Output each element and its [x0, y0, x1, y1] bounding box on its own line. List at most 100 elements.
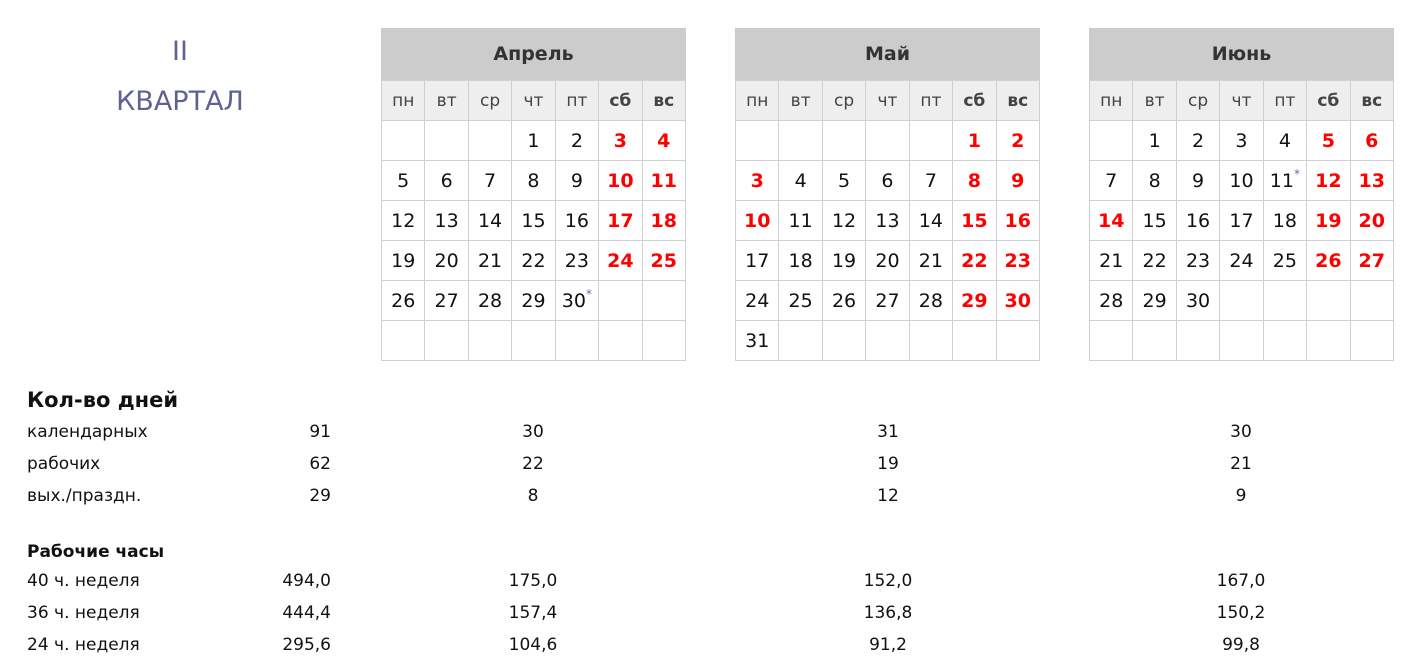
day-cell: 25 [778, 280, 823, 321]
day-cell: 5 [380, 160, 426, 201]
day-number: 17 [745, 249, 770, 272]
day-number: 6 [881, 169, 894, 192]
day-number: 1 [967, 129, 981, 152]
day-cell: 14 [1088, 200, 1134, 241]
day-cell: 20 [424, 240, 469, 281]
day-cell: 27 [1349, 240, 1395, 281]
day-cell: 9 [554, 160, 600, 201]
day-cell [1262, 320, 1308, 361]
day-number: 21 [1099, 249, 1124, 272]
day-cell [1306, 320, 1351, 361]
day-number: 17 [1229, 209, 1254, 232]
day-number: 23 [1185, 249, 1211, 272]
shortened-day-marker: * [1293, 166, 1300, 181]
month-calendar: Май пн вт ср чт пт сб вс 1 2 3 4 5 6 7 8 9 10 11 12 13 14 15 16… [734, 28, 1041, 361]
day-cell [641, 320, 687, 361]
quarter-value: 494,0 [282, 571, 331, 591]
day-cell: 28 [1088, 280, 1134, 321]
day-number: 6 [1365, 129, 1379, 152]
day-cell [380, 120, 426, 161]
day-cell [424, 120, 469, 161]
day-number: 5 [838, 169, 851, 192]
day-cell: 29 [1132, 280, 1177, 321]
day-cell: 22 [511, 240, 556, 281]
day-cell: 9 [995, 160, 1041, 201]
day-number: 31 [745, 329, 770, 352]
month-name: Май [735, 28, 1040, 80]
day-number: 30 [561, 289, 586, 312]
month-value: 152,0 [863, 571, 913, 591]
day-number: 29 [521, 289, 546, 312]
day-number: 29 [961, 289, 988, 312]
day-number: 10 [607, 169, 634, 192]
day-cell: 3 [734, 160, 780, 201]
month-value: 31 [877, 422, 899, 442]
weekday-header: чт [1219, 80, 1264, 121]
day-number: 8 [527, 169, 540, 192]
day-number: 24 [1229, 249, 1254, 272]
day-cell: 18 [641, 200, 687, 241]
day-number: 20 [434, 249, 459, 272]
day-number: 24 [607, 249, 634, 272]
month-value: 22 [522, 454, 544, 474]
day-cell [641, 280, 687, 321]
day-cell [865, 320, 910, 361]
day-number: 25 [788, 289, 813, 312]
day-number: 3 [613, 129, 627, 152]
month-value: 8 [527, 486, 539, 506]
week-row: 28 29 30 [1088, 280, 1395, 321]
day-number: 2 [570, 129, 583, 152]
day-cell: 25 [641, 240, 687, 281]
day-cell: 15 [511, 200, 556, 241]
day-number: 28 [918, 289, 943, 312]
day-number: 24 [745, 289, 770, 312]
day-number: 22 [961, 249, 988, 272]
weekday-header: пн [1088, 80, 1134, 121]
day-number: 7 [484, 169, 497, 192]
day-cell: 15 [952, 200, 997, 241]
day-number: 30 [1185, 289, 1211, 312]
day-cell: 26 [380, 280, 426, 321]
weekday-header: вс [1349, 80, 1395, 121]
day-number: 26 [391, 289, 416, 312]
day-cell [1219, 320, 1264, 361]
day-cell: 24 [734, 280, 780, 321]
days-section-title: Кол-во дней [27, 388, 179, 412]
day-cell: 26 [1306, 240, 1351, 281]
day-number: 13 [434, 209, 459, 232]
day-number: 3 [1235, 129, 1248, 152]
week-row: 12 13 14 15 16 17 18 [380, 200, 687, 241]
day-cell: 8 [1132, 160, 1177, 201]
day-cell: 7 [908, 160, 954, 201]
day-number: 12 [1315, 169, 1342, 192]
day-number: 21 [477, 249, 503, 272]
day-number: 30 [1004, 289, 1031, 312]
day-cell: 1 [511, 120, 556, 161]
day-cell: 6 [1349, 120, 1395, 161]
day-cell: 20 [865, 240, 910, 281]
week-row: 14 15 16 17 18 19 20 [1088, 200, 1395, 241]
day-number: 19 [831, 249, 857, 272]
day-cell: 2 [554, 120, 600, 161]
row-label: вых./праздн. [27, 486, 142, 506]
day-number: 18 [788, 249, 813, 272]
day-number: 27 [875, 289, 900, 312]
day-number: 11 [1269, 169, 1294, 192]
day-cell: 4 [778, 160, 823, 201]
day-cell: 31 [734, 320, 780, 361]
week-row: 19 20 21 22 23 24 25 [380, 240, 687, 281]
day-cell: 18 [778, 240, 823, 281]
day-number: 14 [477, 209, 503, 232]
day-cell: 10 [1219, 160, 1264, 201]
weekday-header: чт [511, 80, 556, 121]
day-cell: 17 [598, 200, 643, 241]
day-cell [380, 320, 426, 361]
day-number: 23 [564, 249, 589, 272]
day-cell: 11* [1262, 160, 1308, 201]
day-cell: 22 [952, 240, 997, 281]
day-number: 10 [1229, 169, 1254, 192]
day-number: 6 [440, 169, 453, 192]
day-number: 16 [1185, 209, 1211, 232]
quarter-number: II [172, 36, 188, 67]
day-cell [467, 120, 513, 161]
